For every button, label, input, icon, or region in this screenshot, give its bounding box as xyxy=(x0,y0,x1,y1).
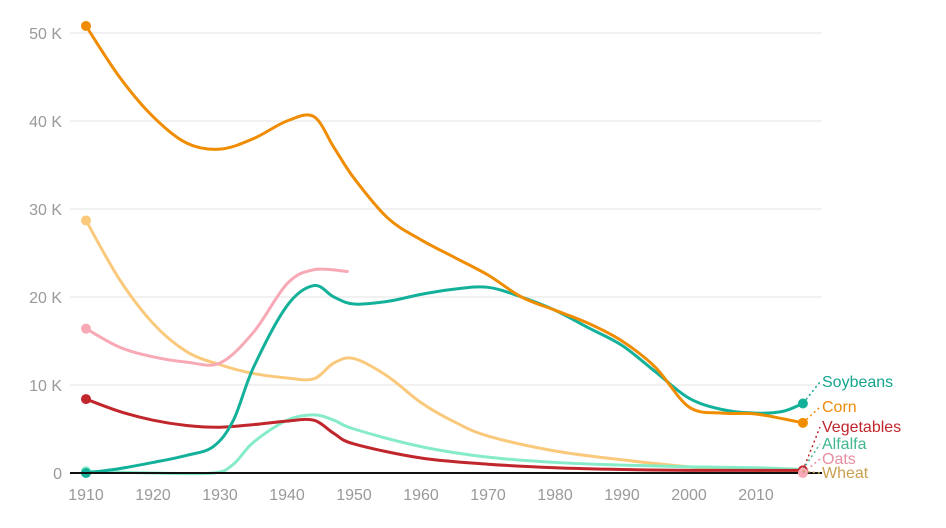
x-tick-label: 1960 xyxy=(403,487,439,504)
y-tick-label: 40 K xyxy=(29,114,62,131)
x-tick-label: 2010 xyxy=(738,487,774,504)
y-tick-label: 50 K xyxy=(29,26,62,43)
oats-start-point xyxy=(81,323,91,334)
corn-label-leader xyxy=(802,406,821,424)
y-tick-label: 10 K xyxy=(29,378,62,395)
corn-start-point xyxy=(81,20,91,31)
corn-label: Corn xyxy=(822,399,857,416)
y-tick-label: 0 xyxy=(53,466,62,483)
vegetables-line xyxy=(84,397,805,472)
x-tick-label: 1980 xyxy=(537,487,573,504)
wheat-line xyxy=(84,218,805,473)
alfalfa-line xyxy=(84,413,805,476)
x-tick-label: 1910 xyxy=(68,487,104,504)
alfalfa-label: Alfalfa xyxy=(822,436,867,453)
oats-label-leader xyxy=(802,458,821,474)
oats-line xyxy=(84,267,349,367)
corn-line xyxy=(84,24,805,425)
y-tick-label: 20 K xyxy=(29,290,62,307)
x-tick-label: 2000 xyxy=(671,487,707,504)
x-tick-label: 1990 xyxy=(604,487,640,504)
wheat-start-point xyxy=(81,215,91,226)
x-tick-label: 1940 xyxy=(269,487,305,504)
vegetables-label: Vegetables xyxy=(822,419,901,436)
x-tick-label: 1920 xyxy=(135,487,171,504)
soybeans-line xyxy=(84,284,805,475)
x-tick-label: 1950 xyxy=(336,487,372,504)
oats-label: Oats xyxy=(822,451,856,468)
wheat-label: Wheat xyxy=(822,465,869,482)
vegetables-start-point xyxy=(81,394,91,405)
soybeans-label: Soybeans xyxy=(822,374,893,391)
x-tick-label: 1970 xyxy=(470,487,506,504)
y-tick-label: 30 K xyxy=(29,202,62,219)
alfalfa-label-leader xyxy=(802,443,821,470)
x-tick-label: 1930 xyxy=(202,487,238,504)
